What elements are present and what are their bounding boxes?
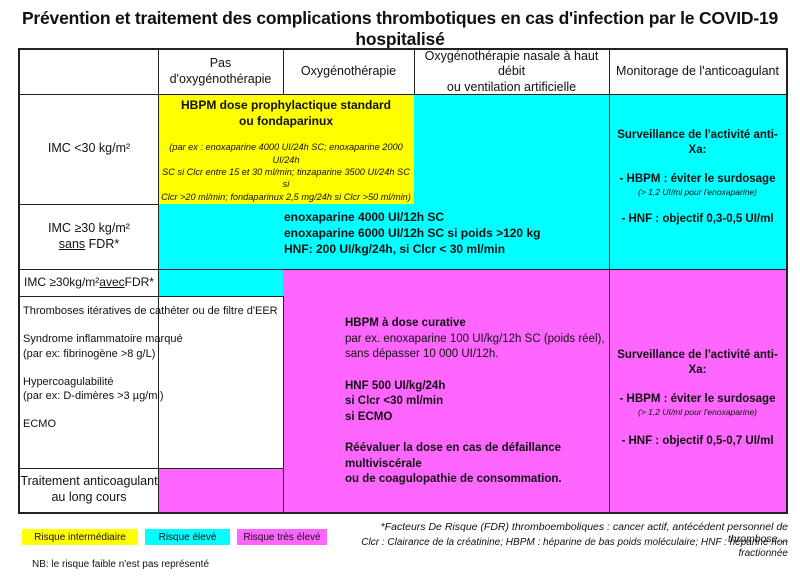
row-label-text: Traitement anticoagulant bbox=[20, 474, 158, 489]
prophylactic-detail: Clcr >20 ml/min; fondaparinux 2,5 mg/24h… bbox=[161, 191, 411, 202]
risk-zone-high-monitor bbox=[609, 94, 786, 269]
monitoring-title: Surveillance de l'activité anti-Xa: bbox=[617, 129, 778, 156]
page-title: Prévention et traitement des complicatio… bbox=[21, 8, 779, 49]
list-item: Thromboses itératives de cathéter ou de … bbox=[23, 305, 278, 317]
row-label-text: IMC ≥30 kg/m² bbox=[48, 220, 130, 235]
legend-note: NB: le risque faible n'est pas représent… bbox=[32, 559, 210, 570]
header-monitoring: Monitorage de l'anticoagulant bbox=[609, 50, 786, 94]
monitoring-block-very-high: Surveillance de l'activité anti-Xa: - HB… bbox=[611, 348, 784, 449]
legend-very-high: Risque très élevé bbox=[237, 529, 327, 545]
curative-line: si Clcr <30 ml/min bbox=[345, 395, 444, 408]
prophylactic-detail: (par ex : enoxaparine 4000 UI/24h SC; en… bbox=[169, 142, 403, 165]
row-label-suffix: FDR* bbox=[124, 275, 154, 289]
row-label-text: IMC ≥30kg/m² bbox=[24, 275, 100, 289]
header-label: Oxygénothérapie bbox=[300, 64, 397, 79]
row-label-imc-ge30-sans: IMC ≥30 kg/m² sans FDR* bbox=[20, 204, 158, 269]
list-item-detail: (par ex: D-dimères >3 µg/ml) bbox=[23, 390, 164, 403]
list-item-detail: (par ex: fibrinogène >8 g/L) bbox=[23, 347, 156, 360]
list-item: Hypercoagulabilité bbox=[23, 375, 114, 388]
legend-high: Risque élevé bbox=[145, 529, 230, 545]
prophylactic-dose-block: HBPM dose prophylactique standard ou fon… bbox=[160, 98, 412, 203]
header-label: Oxygénothérapie nasale à haut débit bbox=[424, 48, 599, 79]
row-label-text: au long cours bbox=[51, 490, 127, 504]
curative-line: par ex. enoxaparine 100 UI/kg/12h SC (po… bbox=[345, 332, 605, 345]
prophylactic-detail: SC si Clcr entre 15 et 30 ml/min; tinzap… bbox=[162, 167, 410, 190]
header-no-oxygen: Pas d'oxygénothérapie bbox=[158, 50, 283, 94]
footnote-fdr: *Facteurs De Risque (FDR) thromboemboliq… bbox=[380, 521, 788, 545]
legend-label: Risque intermédiaire bbox=[34, 531, 126, 543]
monitoring-note: (> 1,2 UI/ml pour l'enoxaparine) bbox=[637, 406, 758, 417]
header-high-flow-ventilation: Oxygénothérapie nasale à haut débit ou v… bbox=[414, 48, 609, 94]
emphasis-sans: sans bbox=[58, 236, 86, 251]
risk-zone-very-high-main bbox=[283, 269, 786, 512]
row-label-suffix: FDR* bbox=[85, 236, 120, 251]
header-label: ou ventilation artificielle bbox=[446, 79, 577, 94]
curative-line: HBPM à dose curative bbox=[345, 317, 466, 329]
list-item: ECMO bbox=[23, 418, 56, 431]
curative-line: Réévaluer la dose en cas de défaillance … bbox=[345, 442, 562, 470]
monitoring-hbpm: - HBPM : éviter le surdosage bbox=[619, 392, 776, 405]
legend-label: Risque très élevé bbox=[243, 531, 321, 543]
risk-factor-list: Thromboses itératives de cathéter ou de … bbox=[23, 304, 281, 432]
emphasis-avec: avec bbox=[99, 275, 125, 289]
curative-line: si ECMO bbox=[345, 410, 393, 423]
curative-line: sans dépasser 10 000 UI/12h. bbox=[345, 348, 499, 361]
curative-line: HNF 500 UI/kg/24h bbox=[345, 379, 446, 392]
monitoring-hnf: - HNF : objectif 0,5-0,7 UI/ml bbox=[621, 434, 774, 447]
monitoring-hnf: - HNF : objectif 0,3-0,5 UI/ml bbox=[621, 212, 774, 225]
prophylactic-title: HBPM dose prophylactique standard bbox=[180, 98, 392, 112]
protocol-table: Pas d'oxygénothérapie Oxygénothérapie Ox… bbox=[18, 48, 788, 514]
risk-zone-intermediate bbox=[158, 94, 414, 204]
header-label: Monitorage de l'anticoagulant bbox=[616, 64, 779, 79]
monitoring-hbpm: - HBPM : éviter le surdosage bbox=[619, 172, 776, 185]
risk-zone-high-top bbox=[414, 94, 609, 204]
legend-intermediate: Risque intermédiaire bbox=[22, 529, 138, 545]
row-label-imc-ge30-avec: IMC ≥30kg/m² avec FDR* bbox=[20, 269, 158, 296]
header-label: Pas d'oxygénothérapie bbox=[169, 56, 272, 86]
risk-zone-very-high-long-course bbox=[158, 468, 283, 512]
curative-line: ou de coagulopathie de consommation. bbox=[345, 473, 562, 486]
row-label-text: IMC <30 kg/m² bbox=[47, 141, 131, 156]
high-risk-line: HNF: 200 UI/kg/24h, si Clcr < 30 ml/min bbox=[284, 242, 506, 257]
monitoring-block-high: Surveillance de l'activité anti-Xa: - HB… bbox=[611, 128, 784, 227]
row-label-text: sans FDR* bbox=[59, 237, 119, 253]
list-item: Syndrome inflammatoire marqué bbox=[23, 333, 183, 346]
header-oxygen: Oxygénothérapie bbox=[283, 50, 414, 94]
legend-label: Risque élevé bbox=[158, 531, 217, 543]
curative-dose-block: HBPM à dose curative par ex. enoxaparine… bbox=[345, 316, 607, 488]
footnote-abbreviations: Clcr : Clairance de la créatinine; HBPM … bbox=[361, 537, 788, 559]
risk-zone-high-middle bbox=[158, 204, 609, 269]
monitoring-note: (> 1,2 UI/ml pour l'enoxaparine) bbox=[637, 186, 758, 197]
prophylactic-subtitle: ou fondaparinux bbox=[239, 113, 333, 128]
high-risk-line: enoxaparine 4000 UI/12h SC bbox=[284, 210, 445, 224]
high-risk-line: enoxaparine 6000 UI/12h SC si poids >120… bbox=[284, 226, 541, 241]
high-risk-dose-block: enoxaparine 4000 UI/12h SC enoxaparine 6… bbox=[284, 209, 604, 258]
risk-zone-high-imc-avec bbox=[158, 269, 283, 296]
monitoring-title: Surveillance de l'activité anti-Xa: bbox=[617, 349, 778, 376]
row-label-long-course: Traitement anticoagulant au long cours bbox=[20, 468, 158, 512]
row-label-imc-lt30: IMC <30 kg/m² bbox=[20, 94, 158, 204]
